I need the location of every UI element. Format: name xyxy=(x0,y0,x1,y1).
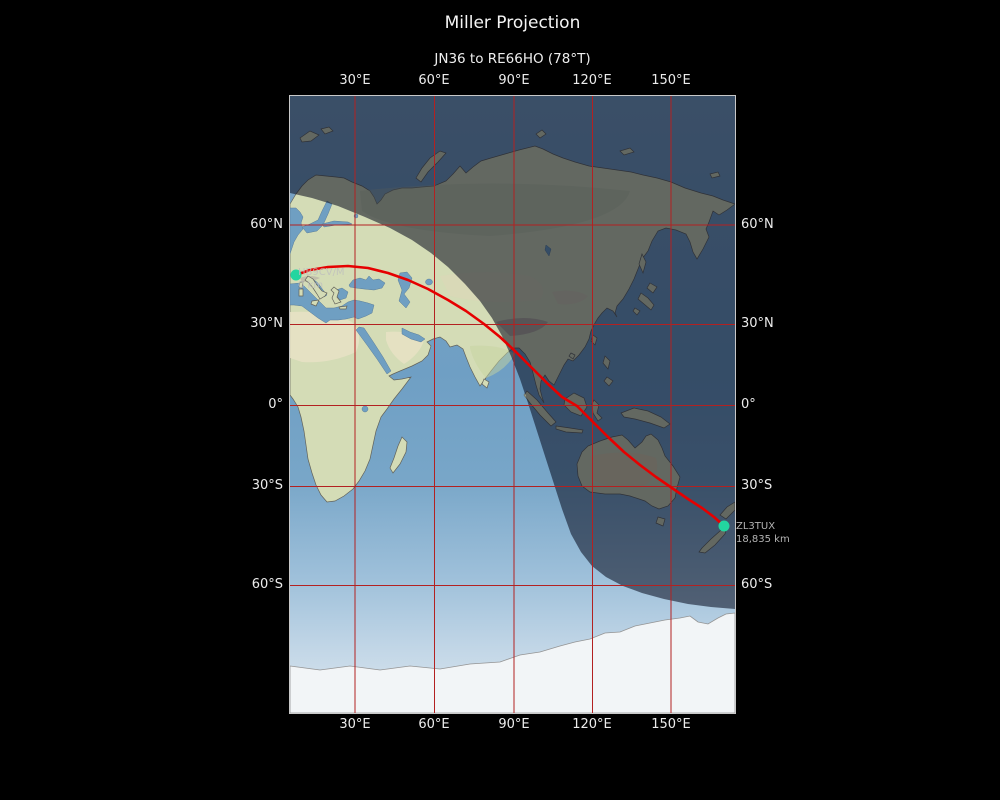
tick-left-30n: 30°N xyxy=(250,316,283,331)
grid-lines xyxy=(290,96,735,713)
red-sea xyxy=(355,326,392,375)
figure-title: Miller Projection xyxy=(444,13,581,33)
tick-right-30s: 30°S xyxy=(741,478,773,493)
start-marker-label: HB9CV/M 0 km xyxy=(298,266,345,292)
end-distance: 18,835 km xyxy=(736,534,790,545)
black-sea xyxy=(348,275,386,291)
sardinia xyxy=(298,288,304,297)
crete xyxy=(338,305,348,310)
tick-right-60s: 60°S xyxy=(741,577,773,592)
figure-subtitle: JN36 to RE66HO (78°T) xyxy=(434,51,591,67)
start-marker xyxy=(290,269,302,281)
aral-sea xyxy=(425,278,433,286)
corsica xyxy=(298,281,304,289)
start-distance: 0 km xyxy=(298,280,324,291)
antarctica xyxy=(290,612,735,713)
tick-bottom-90e: 90°E xyxy=(498,717,530,732)
tick-bottom-30e: 30°E xyxy=(339,717,371,732)
tick-bottom-60e: 60°E xyxy=(418,717,450,732)
tick-top-60e: 60°E xyxy=(418,73,450,88)
world-map xyxy=(290,96,735,713)
tick-top-150e: 150°E xyxy=(651,73,691,88)
tick-right-60n: 60°N xyxy=(741,217,774,232)
end-marker xyxy=(718,520,730,532)
greece xyxy=(330,286,342,305)
tick-top-30e: 30°E xyxy=(339,73,371,88)
tick-bottom-150e: 150°E xyxy=(651,717,691,732)
end-marker-label: ZL3TUX 18,835 km xyxy=(736,520,790,546)
lake-victoria xyxy=(361,405,369,413)
end-callsign: ZL3TUX xyxy=(736,521,776,532)
great-circle-path xyxy=(294,264,726,528)
tick-right-30n: 30°N xyxy=(741,316,774,331)
italy xyxy=(304,275,328,300)
sri-lanka xyxy=(481,378,490,389)
start-callsign: HB9CV/M xyxy=(298,267,345,278)
night-shadow xyxy=(290,96,735,609)
madagascar xyxy=(389,436,408,474)
terrain-india xyxy=(470,345,515,378)
north-sea xyxy=(290,207,304,255)
tick-top-120e: 120°E xyxy=(572,73,612,88)
tick-left-30s: 30°S xyxy=(251,478,283,493)
tick-left-60n: 60°N xyxy=(250,217,283,232)
tick-right-0: 0° xyxy=(741,397,756,412)
sicily xyxy=(310,299,320,307)
tick-left-60s: 60°S xyxy=(251,577,283,592)
tick-bottom-120e: 120°E xyxy=(572,717,612,732)
tick-top-90e: 90°E xyxy=(498,73,530,88)
tick-left-0: 0° xyxy=(268,397,283,412)
persian-gulf xyxy=(401,327,426,343)
map-svg xyxy=(290,96,735,713)
